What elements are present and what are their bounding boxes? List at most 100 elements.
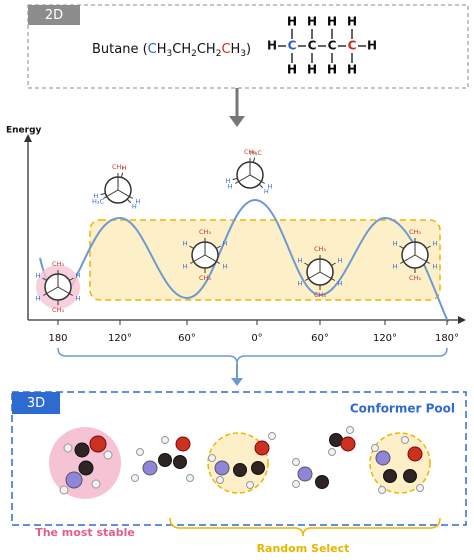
panel-2d-tag: 2D — [45, 8, 63, 23]
substituent: CH₃ — [112, 163, 124, 171]
substituent: H — [337, 257, 342, 265]
substituent: H — [93, 192, 98, 200]
pool-title: Conformer Pool — [350, 402, 455, 416]
atom-bg — [306, 39, 318, 53]
x-tick-label: 60° — [311, 333, 329, 344]
substituent: H — [75, 272, 80, 280]
name-part: ) — [246, 42, 251, 57]
x-tick-label: 60° — [178, 333, 196, 344]
substituent: H — [337, 280, 342, 288]
axis-arrow — [458, 316, 466, 324]
substituent: CH₃ — [199, 274, 211, 282]
name-part: 2 — [216, 49, 222, 59]
back-bond — [426, 245, 431, 249]
axis-arrow — [24, 134, 32, 142]
substituent: H — [393, 240, 398, 248]
back-bond — [42, 277, 47, 281]
back-bond — [232, 177, 238, 181]
back-bond — [120, 172, 124, 178]
x-tick-label: 120° — [373, 333, 397, 344]
substituent: H — [264, 187, 269, 195]
name-part: C — [221, 42, 230, 57]
most-stable-label: The most stable — [35, 526, 135, 539]
x-tick-labels: 180 120° 60° 0° 60° 120° 180° — [48, 320, 459, 344]
substituent: H — [393, 263, 398, 271]
atom: H — [267, 39, 277, 53]
substituent: CH₃ — [52, 260, 64, 268]
energy-curve — [39, 198, 449, 323]
substituent: CH₃ — [314, 245, 326, 253]
panel-2d-box — [27, 4, 469, 89]
substituent: H — [298, 257, 303, 265]
back-bond — [126, 198, 132, 204]
panel-3d-tag: 3D — [27, 396, 45, 411]
substituent: H — [225, 177, 230, 185]
atom-bg — [266, 39, 278, 53]
butane-name: Butane (CH3CH2CH2CH3) — [92, 42, 251, 59]
name-part: 2 — [191, 49, 197, 59]
y-axis-label: Energy — [6, 126, 42, 136]
name-part: Butane ( — [92, 42, 148, 57]
front-bond — [319, 271, 335, 281]
newman-projection: CH₃ H H CH₃ H H — [36, 260, 81, 314]
substituent: H — [36, 272, 41, 280]
back-bond — [304, 262, 309, 266]
substituent: H — [222, 263, 227, 271]
back-bond — [252, 157, 256, 163]
substituent: H — [132, 202, 137, 210]
front-bond — [204, 254, 220, 264]
structural-formula: H H H HH H H HH C C C C H — [266, 15, 378, 77]
name-part: CH — [197, 42, 216, 57]
molecule — [208, 432, 276, 489]
atom: H — [287, 15, 297, 29]
atom: C — [308, 39, 317, 53]
bracket — [57, 347, 448, 365]
x-tick-label: 180 — [48, 333, 67, 344]
x-tick-label: 180° — [435, 333, 459, 344]
atom: H — [307, 15, 317, 29]
atom: C — [288, 39, 297, 53]
substituent: CH₃ — [244, 148, 256, 156]
name-part: H — [157, 42, 167, 57]
front-bond — [414, 254, 430, 264]
atom: C — [348, 39, 357, 53]
newman-projection: CH₃ H H CH₃ H H — [298, 245, 343, 299]
substituent: H₃C — [92, 198, 104, 206]
back-bond — [216, 245, 221, 249]
substituent: H — [432, 263, 437, 271]
front-bond — [117, 189, 133, 199]
substituent: H — [222, 240, 227, 248]
back-bond — [100, 192, 106, 196]
front-bond — [43, 286, 59, 296]
substituent: H — [122, 164, 127, 172]
back-bond — [331, 262, 336, 266]
substituent: CH₃ — [409, 228, 421, 236]
atom-bg — [286, 39, 298, 53]
x-tick-label: 120° — [108, 333, 132, 344]
molecule — [131, 436, 194, 482]
back-bond — [189, 245, 194, 249]
atom: H — [327, 63, 337, 77]
substituent: CH₃ — [409, 274, 421, 282]
substituent: H — [267, 183, 272, 191]
arrow-head — [229, 116, 245, 127]
substituent: H — [75, 295, 80, 303]
name-part: 3 — [240, 49, 246, 59]
front-bond — [57, 286, 73, 296]
front-bond — [400, 254, 416, 264]
molecule — [59, 435, 113, 495]
atom: H — [347, 15, 357, 29]
front-bond — [235, 174, 251, 184]
front-bond — [249, 174, 265, 184]
atom: H — [327, 15, 337, 29]
atom-bg — [326, 39, 338, 53]
atom: C — [328, 39, 337, 53]
selection-region — [89, 219, 441, 301]
newman-projections: CH₃HHCH₃HHCH₃HH₃CHHHCH₃HHCH₃HHCH₃HHH₃CHH… — [36, 148, 438, 314]
atom-bg — [346, 39, 358, 53]
front-bond — [190, 254, 206, 264]
random-bracket — [169, 517, 441, 537]
name-part: H — [231, 42, 241, 57]
